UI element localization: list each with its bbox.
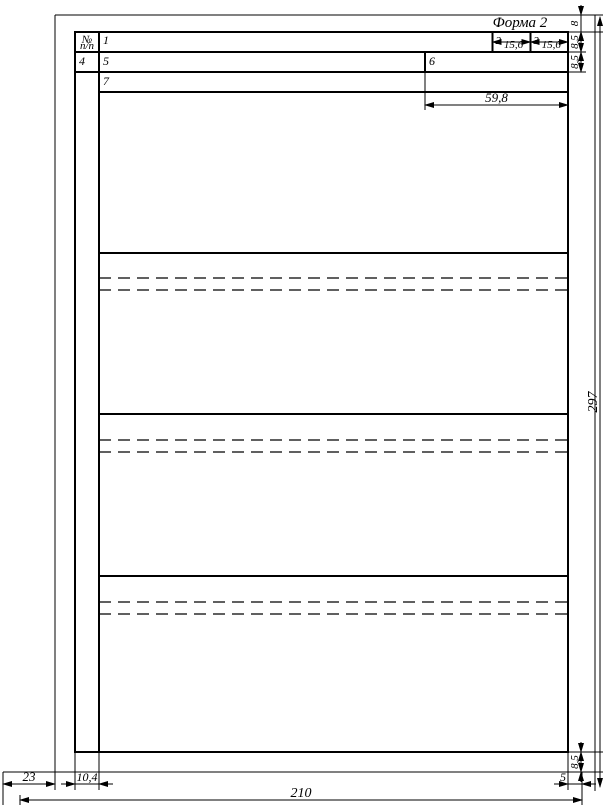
form-diagram: №п/п1234567Форма 22310,4521015,615,659,8…: [0, 0, 605, 806]
cell-5: 5: [103, 54, 109, 68]
cell-2: 2: [496, 35, 502, 47]
cell-4: 4: [79, 54, 85, 68]
cell-np-bot: п/п: [80, 40, 95, 52]
cell-1: 1: [103, 33, 109, 47]
dim-8-5-b: 8,5: [569, 55, 581, 69]
dim-5: 5: [560, 770, 566, 784]
dim-297: 297: [586, 391, 601, 413]
dim-23: 23: [23, 769, 37, 784]
cell-7: 7: [103, 74, 110, 88]
dim-8: 8: [569, 20, 581, 26]
dim-8-5-a: 8,5: [569, 35, 581, 49]
cell-3: 3: [533, 35, 540, 47]
cell-6: 6: [429, 54, 435, 68]
dim-210: 210: [291, 786, 312, 801]
form-title: Форма 2: [493, 15, 548, 31]
dim-8-5-c: 8,5: [569, 755, 581, 769]
dim-15-6-a: 15,6: [504, 39, 524, 51]
dim-59-8: 59,8: [485, 90, 508, 105]
dim-10-4: 10,4: [77, 770, 98, 784]
dim-15-6-b: 15,6: [542, 39, 562, 51]
